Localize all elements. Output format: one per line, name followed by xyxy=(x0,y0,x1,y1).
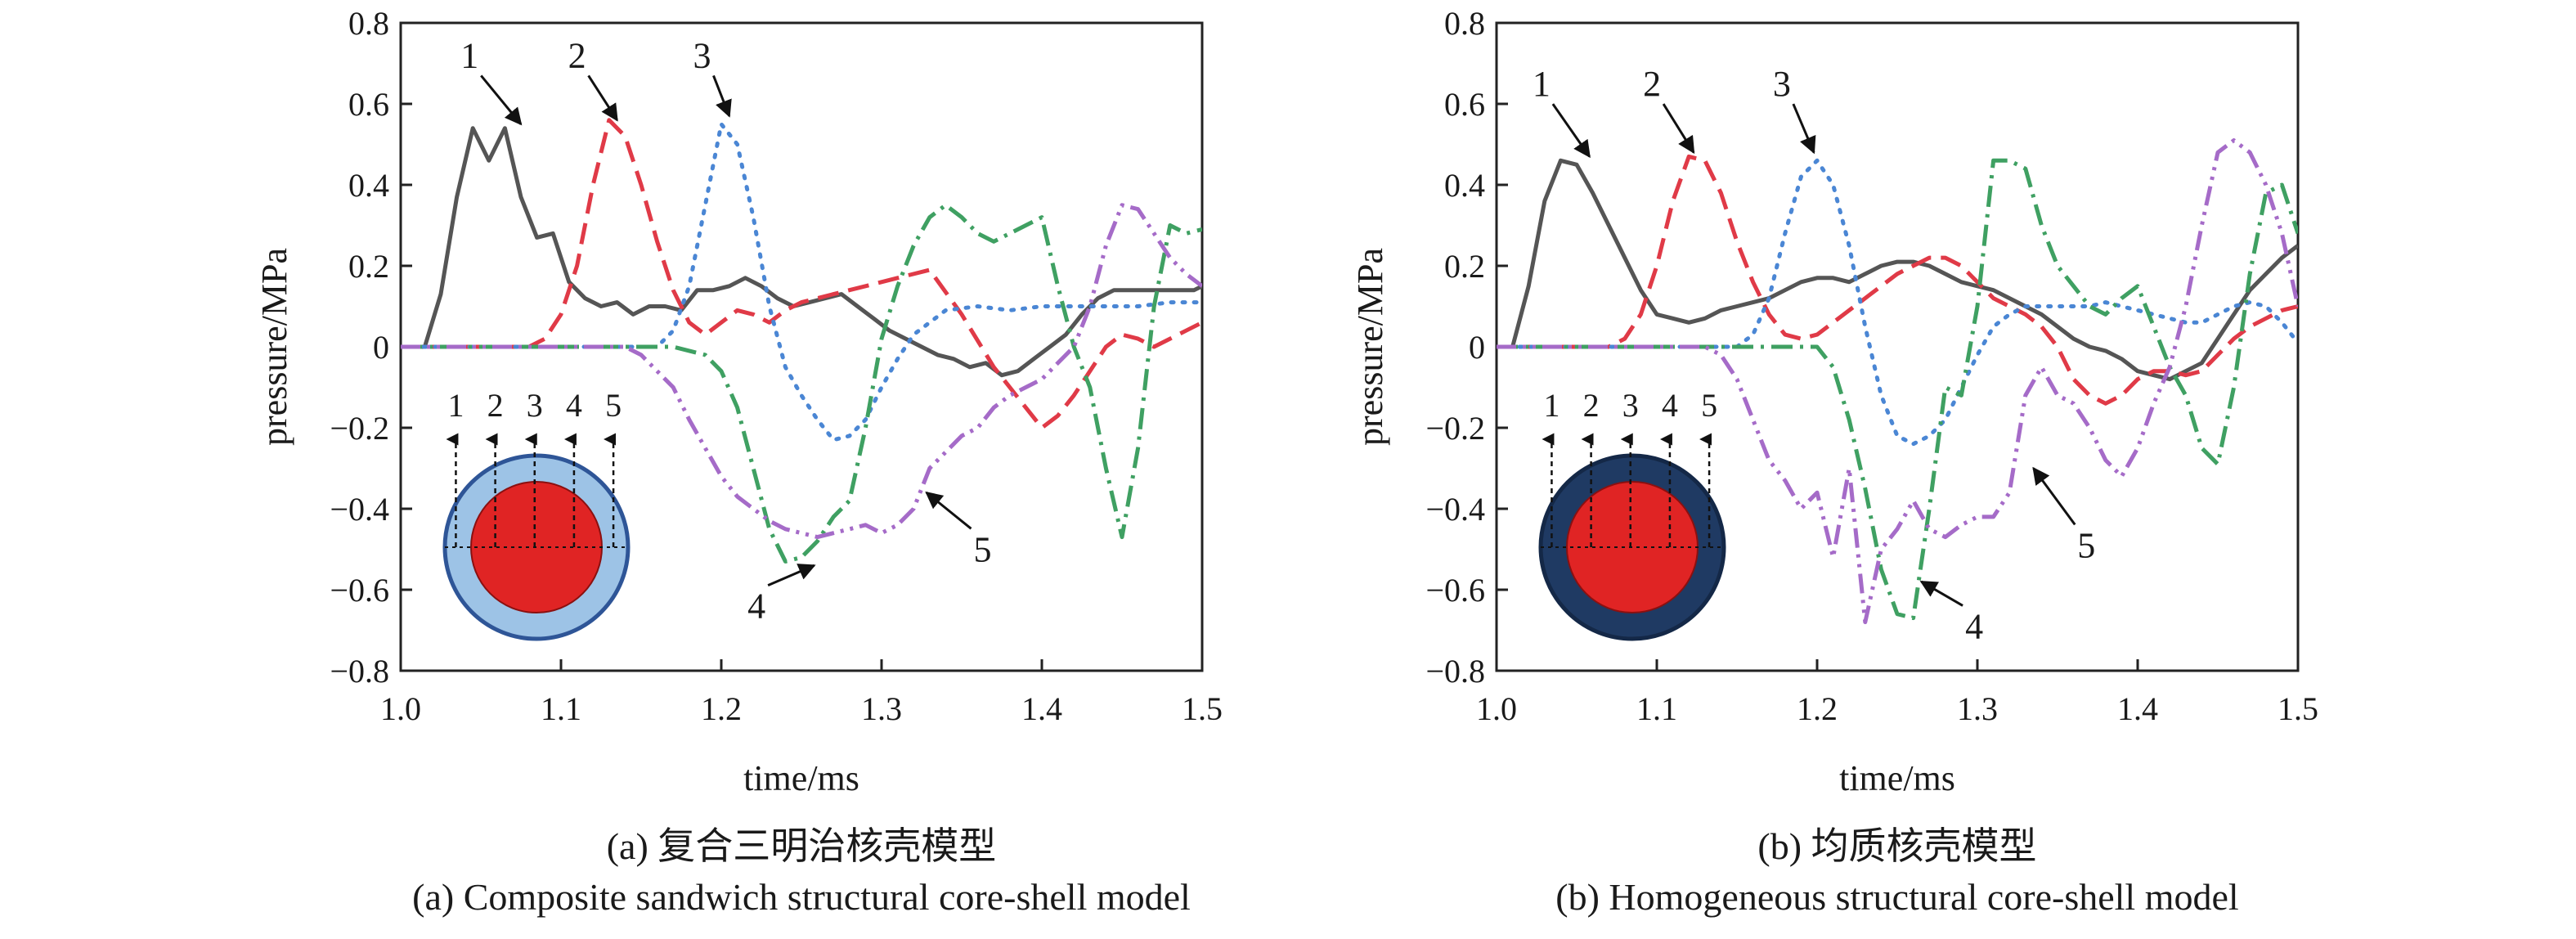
caption-chinese: (b) 均质核壳模型 xyxy=(1757,825,2036,867)
x-tick-label: 1.0 xyxy=(1476,690,1517,727)
y-tick-label: 0 xyxy=(373,329,389,366)
y-tick-label: −0.2 xyxy=(1425,410,1485,447)
x-tick-label: 1.1 xyxy=(541,690,581,727)
marker-arrow xyxy=(2032,466,2076,526)
sensor-label: 1 xyxy=(447,387,464,424)
y-tick-label: −0.6 xyxy=(330,572,389,609)
curve-number-label: 2 xyxy=(568,35,586,75)
panel-b: 1.0 1.1 1.2 1.3 1.4 1.5 0.8 0.6 0.4 0.2 0 −0.2 −0.4 −… xyxy=(1350,5,2318,918)
series-group xyxy=(1497,138,2298,625)
curve-number-label: 3 xyxy=(1773,64,1791,104)
y-tick-label: −0.8 xyxy=(1425,653,1485,690)
y-tick-label: 0.6 xyxy=(348,86,389,123)
y-tick-label: −0.2 xyxy=(330,410,389,447)
curve-number-label: 4 xyxy=(1965,606,1983,646)
series-line-2 xyxy=(1497,154,2298,406)
x-tick-label: 1.2 xyxy=(701,690,742,727)
x-axis-label: time/ms xyxy=(1839,758,1955,798)
caption-english: (a) Composite sandwich structural core-s… xyxy=(412,876,1191,918)
y-tick-label: 0.8 xyxy=(348,5,389,42)
curve-number-label: 3 xyxy=(693,35,711,75)
curve-number-label: 1 xyxy=(460,35,478,75)
caption-chinese: (a) 复合三明治核壳模型 xyxy=(607,825,997,867)
series-line-4 xyxy=(401,203,1202,564)
y-tick-label: 0.8 xyxy=(1444,5,1485,42)
x-tick-label: 1.2 xyxy=(1797,690,1838,727)
curve-number-label: 2 xyxy=(1643,64,1661,104)
curve-number-label: 1 xyxy=(1533,64,1551,104)
y-tick-label: 0.2 xyxy=(1444,248,1485,285)
x-tick-label: 1.5 xyxy=(1182,690,1223,727)
sensor-label: 4 xyxy=(566,387,582,424)
y-tick-label: −0.6 xyxy=(1425,572,1485,609)
sensor-label: 5 xyxy=(605,387,622,424)
y-tick-label: 0.4 xyxy=(348,167,389,204)
y-tick-label: −0.4 xyxy=(330,491,389,528)
x-tick-label: 1.3 xyxy=(861,690,902,727)
series-line-4 xyxy=(1497,158,2298,621)
series-line-3 xyxy=(1497,158,2298,447)
y-tick-label: −0.4 xyxy=(1425,491,1485,528)
y-tick-label: 0 xyxy=(1469,329,1485,366)
series-line-5 xyxy=(401,203,1202,540)
x-tick-label: 1.3 xyxy=(1957,690,1998,727)
sensor-label: 5 xyxy=(1701,387,1717,424)
marker-arrow xyxy=(1662,103,1695,155)
x-tick-label: 1.5 xyxy=(2278,690,2318,727)
series-line-3 xyxy=(401,122,1202,443)
sensor-label: 2 xyxy=(1583,387,1600,424)
marker-arrow xyxy=(767,564,816,587)
marker-arrow xyxy=(1919,580,1963,607)
sensor-label: 1 xyxy=(1543,387,1560,424)
y-tick-label: 0.4 xyxy=(1444,167,1485,204)
x-tick-label: 1.4 xyxy=(1021,690,1062,727)
x-tick-label: 1.4 xyxy=(2117,690,2158,727)
y-tick-label: 0.6 xyxy=(1444,86,1485,123)
caption-english: (b) Homogeneous structural core-shell mo… xyxy=(1555,876,2238,918)
marker-arrow xyxy=(925,491,972,530)
y-axis-label: pressure/MPa xyxy=(254,248,294,446)
series-line-2 xyxy=(401,118,1202,430)
panel-a: 1.0 1.1 1.2 1.3 1.4 1.5 0.8 0.6 0.4 0.2 0 −0.2 −0.4 −… xyxy=(254,5,1223,918)
series-line-1 xyxy=(401,126,1202,378)
marker-arrow xyxy=(1551,103,1591,159)
marker-arrow xyxy=(587,74,618,122)
sensor-label: 3 xyxy=(527,387,543,424)
series-line-5 xyxy=(1497,138,2298,625)
curve-number-label: 5 xyxy=(2077,525,2095,565)
marker-arrow xyxy=(712,74,732,118)
curve-number-label: 5 xyxy=(973,529,991,569)
y-axis-label: pressure/MPa xyxy=(1350,248,1390,446)
sensor-label: 4 xyxy=(1662,387,1678,424)
x-tick-label: 1.0 xyxy=(380,690,421,727)
marker-arrow xyxy=(1792,103,1816,155)
curve-number-label: 4 xyxy=(747,586,765,627)
y-tick-label: −0.8 xyxy=(330,653,389,690)
x-tick-label: 1.1 xyxy=(1636,690,1677,727)
y-tick-label: 0.2 xyxy=(348,248,389,285)
sensor-label: 2 xyxy=(487,387,504,424)
marker-arrow xyxy=(480,74,523,126)
sensor-label: 3 xyxy=(1622,387,1639,424)
x-axis-label: time/ms xyxy=(743,758,859,798)
